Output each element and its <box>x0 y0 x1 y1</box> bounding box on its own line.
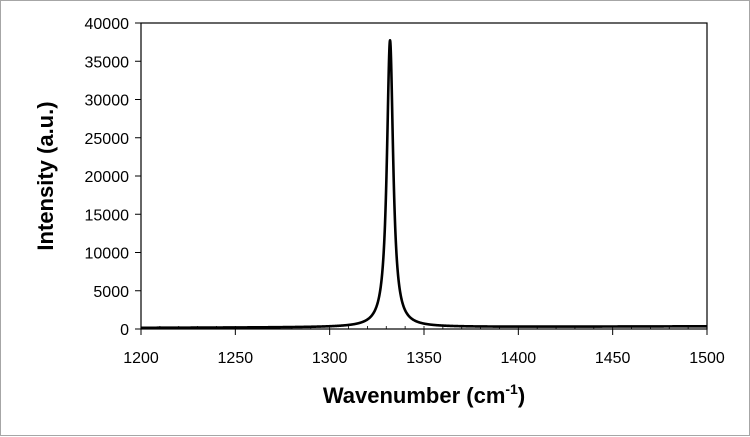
series-line-raman-spectrum <box>139 39 709 330</box>
plot-area <box>140 22 708 330</box>
y-tick-label: 10000 <box>85 246 130 263</box>
y-axis-ticks: 0 5000 10000 15000 20000 25000 30000 35000 40000 <box>85 16 141 339</box>
x-tick-label: 1300 <box>312 350 348 367</box>
x-tick-label: 1400 <box>501 350 537 367</box>
x-axis-title-superscript: -1 <box>505 381 518 397</box>
x-tick-label: 1500 <box>689 350 725 367</box>
y-tick-label: 30000 <box>85 93 130 110</box>
y-tick-label: 35000 <box>85 54 130 71</box>
y-tick-label: 25000 <box>85 131 130 148</box>
x-axis-title: Wavenumber (cm-1) <box>323 381 525 408</box>
x-tick-label: 1250 <box>218 350 254 367</box>
x-tick-label: 1450 <box>595 350 631 367</box>
y-tick-label: 0 <box>120 322 129 339</box>
x-axis-title-end: ) <box>518 383 525 408</box>
x-axis-title-main: Wavenumber (cm <box>323 383 506 408</box>
y-tick-label: 20000 <box>85 169 130 186</box>
y-tick-label: 5000 <box>93 284 129 301</box>
x-axis-ticks: 1200 1250 1300 1350 1400 1450 1500 <box>123 326 725 367</box>
x-tick-label: 1350 <box>406 350 442 367</box>
x-tick-label: 1200 <box>123 350 159 367</box>
y-axis-title: Intensity (a.u.) <box>33 101 58 250</box>
y-tick-label: 40000 <box>85 16 130 33</box>
y-tick-label: 15000 <box>85 207 130 224</box>
